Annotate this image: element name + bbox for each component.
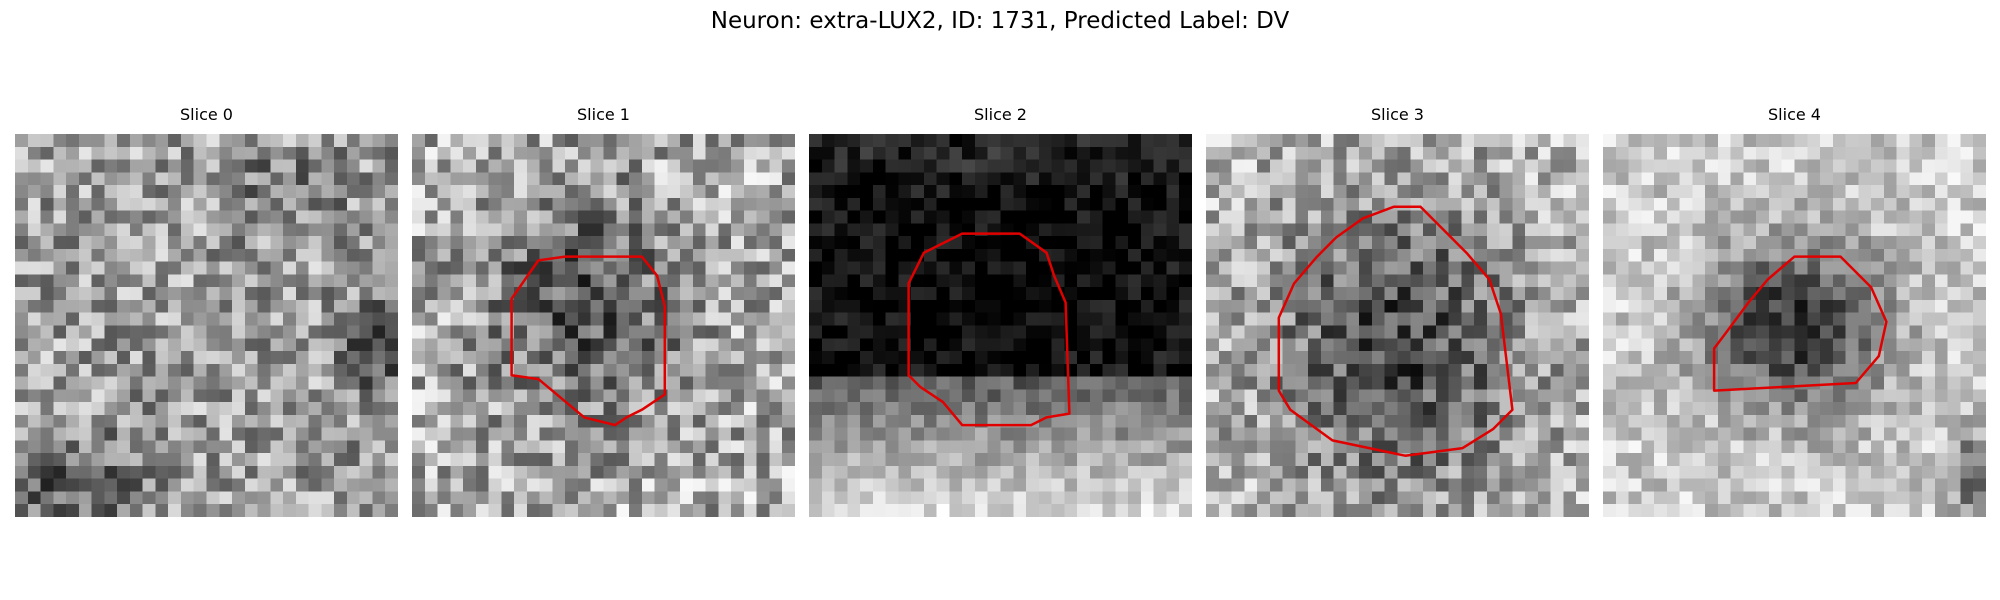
slice-panel-0: Slice 0 [15,105,398,517]
slice-title-3: Slice 3 [1371,105,1424,124]
slice-image-0 [15,134,398,517]
contour-outline-2 [907,232,1071,427]
slice-image-1 [412,134,795,517]
slice-title-4: Slice 4 [1768,105,1821,124]
contour-outline-4 [1712,255,1888,392]
slice-overlay-3 [1277,205,1514,457]
contour-outline-3 [1277,205,1514,457]
figure-title: Neuron: extra-LUX2, ID: 1731, Predicted … [710,8,1290,34]
slice-image-4 [1603,134,1986,517]
slice-overlay-2 [907,232,1071,427]
slice-panel-1: Slice 1 [412,105,795,517]
slice-overlay-0 [15,134,398,517]
contour-outline-1 [510,255,667,427]
slice-panel-2: Slice 2 [809,105,1192,517]
slice-panel-3: Slice 3 [1206,105,1589,517]
slice-title-2: Slice 2 [974,105,1027,124]
slice-title-0: Slice 0 [180,105,233,124]
slice-overlay-1 [510,255,667,427]
slice-title-1: Slice 1 [577,105,630,124]
slice-panel-4: Slice 4 [1603,105,1986,517]
slice-image-2 [809,134,1192,517]
slice-overlay-4 [1712,255,1888,392]
